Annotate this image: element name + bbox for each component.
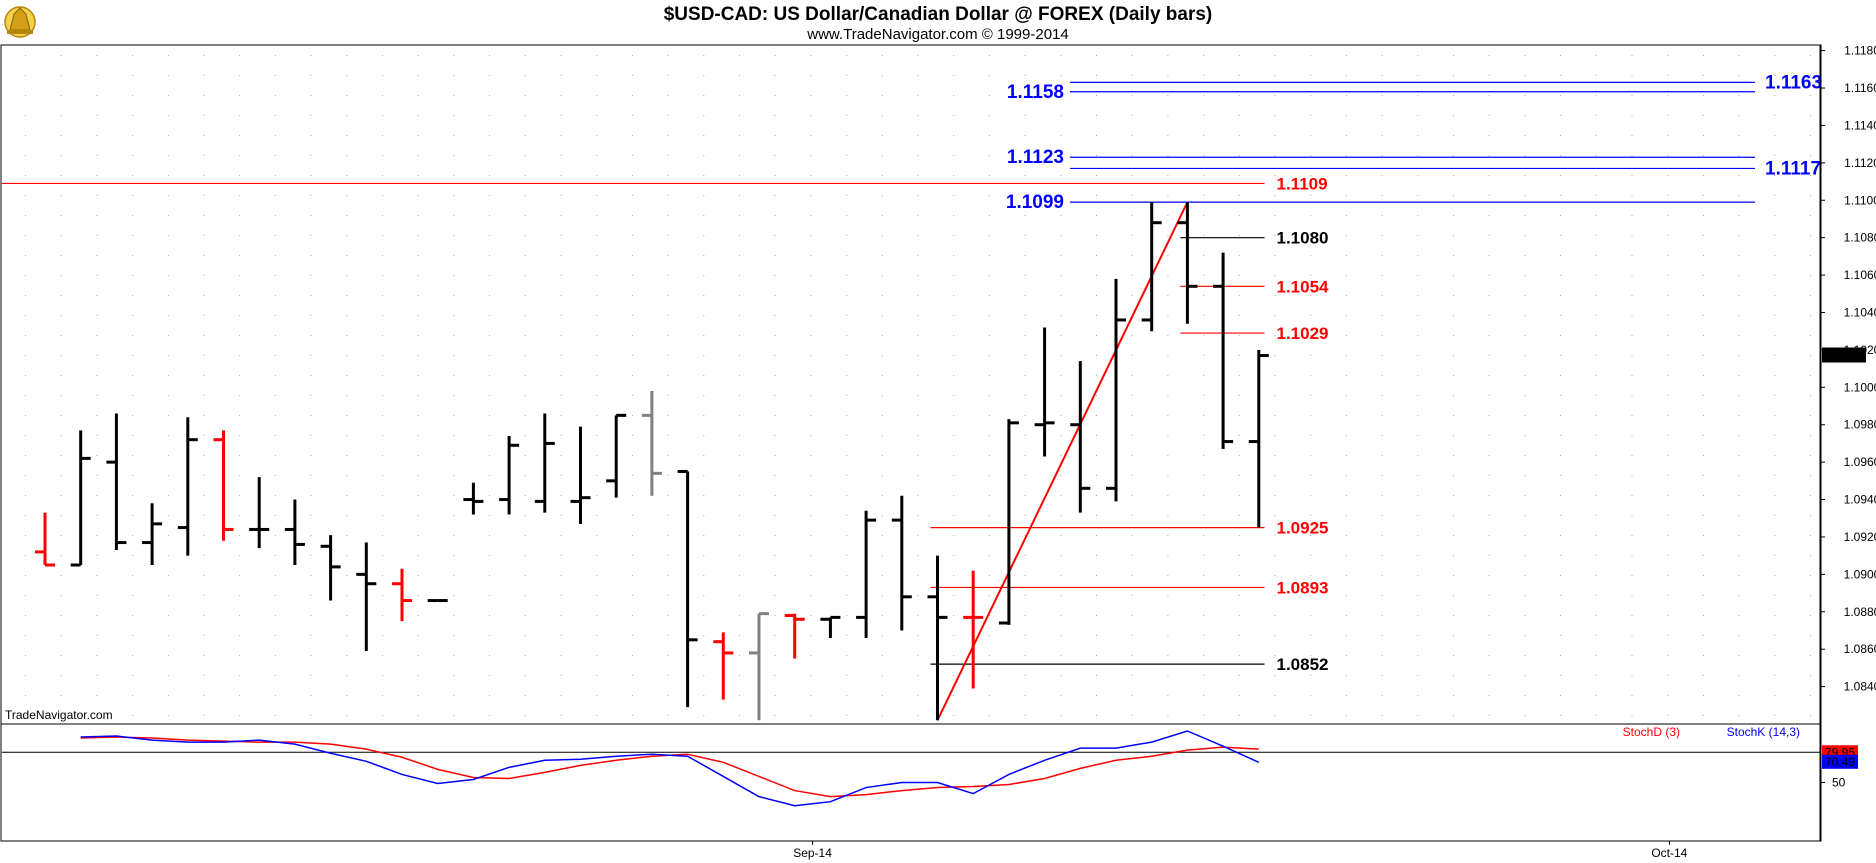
last-price-label: 1.1017	[1826, 349, 1863, 363]
ohlc-bar	[713, 632, 734, 700]
ohlc-bar	[570, 426, 591, 524]
ohlc-bar	[284, 499, 305, 566]
ohlc-bar	[177, 417, 198, 556]
stoch-legend-label: StochD (3)	[1623, 725, 1680, 739]
y-tick-label: 1.0880	[1844, 605, 1876, 619]
grid	[25, 55, 1811, 716]
ohlc-bar	[356, 542, 377, 652]
level-label: 1.1123	[1007, 147, 1064, 168]
y-tick-label: 1.0860	[1844, 642, 1876, 656]
ohlc-bar	[1177, 202, 1198, 324]
stoch-legend-label: StochK (14,3)	[1727, 725, 1800, 739]
level-label: 1.1158	[1007, 82, 1064, 103]
ohlc-bar	[927, 555, 948, 721]
ohlc-bar	[963, 570, 984, 689]
level-label: 1.1054	[1277, 277, 1330, 296]
x-tick-label: Oct-14	[1651, 846, 1687, 860]
ohlc-bar	[784, 613, 805, 659]
ohlc-bar	[1248, 349, 1269, 528]
ohlc-bar	[606, 413, 627, 498]
level-label: 1.1099	[1006, 192, 1064, 213]
stoch-k-value: 70.49	[1825, 755, 1855, 769]
y-tick-label: 1.1160	[1844, 81, 1876, 95]
x-axis: Sep-14 Oct-14	[793, 841, 1688, 860]
y-tick-label: 1.0900	[1844, 567, 1876, 581]
y-tick-label: 1.0920	[1844, 530, 1876, 544]
ohlc-bar	[534, 413, 555, 513]
ohlc-bar	[142, 503, 163, 566]
y-tick-label: 1.1120	[1844, 156, 1876, 170]
stoch-series-line	[80, 730, 1260, 807]
trendline-segment	[936, 201, 1189, 721]
ohlc-bar	[392, 568, 412, 622]
y-tick-label: 1.0840	[1844, 680, 1876, 694]
ohlc-bar	[499, 435, 520, 515]
y-tick-label: 1.1040	[1844, 305, 1876, 319]
y-tick-label: 1.1180	[1844, 44, 1876, 58]
ohlc-bar	[213, 430, 234, 541]
ohlc-bar	[1034, 327, 1055, 457]
level-label: 1.0925	[1277, 519, 1329, 538]
ohlc-bar	[463, 482, 484, 515]
ohlc-bar	[641, 391, 662, 496]
ohlc-bar	[1106, 278, 1126, 502]
ohlc-bar	[106, 413, 127, 551]
ohlc-bar	[749, 612, 769, 721]
y-tick-label: 1.0940	[1844, 493, 1876, 507]
ohlc-bar	[856, 510, 877, 638]
y-tick-label: 1.0960	[1844, 455, 1876, 469]
y-tick-label: 1.1000	[1844, 380, 1876, 394]
x-tick-label: Sep-14	[793, 846, 832, 860]
level-lines: 1.1163 1.1158 1.1123 1.1117 1.1109 1.1099 1.10…	[2, 72, 1822, 674]
level-label: 1.1117	[1765, 158, 1821, 179]
y-tick-label: 1.1080	[1844, 231, 1876, 245]
ohlc-bar	[998, 419, 1019, 625]
ohlc-bar	[70, 430, 91, 567]
stoch-tick-label: 50	[1832, 776, 1846, 790]
chart-subtitle: www.TradeNavigator.com © 1999-2014	[806, 26, 1068, 43]
chart-header: $USD-CAD: US Dollar/Canadian Dollar @ FO…	[4, 4, 1213, 43]
stoch-k-badge	[1822, 754, 1858, 769]
ohlc-bar	[820, 615, 841, 638]
y-axis: 1.0840 1.0860 1.0880 1.0900 1.0920 1.0940 1.09…	[1819, 44, 1876, 841]
ohlc-bar	[35, 512, 55, 567]
level-label: 1.1029	[1277, 324, 1329, 343]
last-price-badge	[1822, 347, 1866, 363]
ohlc-bar	[891, 495, 912, 631]
level-label: 1.1080	[1277, 229, 1329, 248]
ohlc-bar	[1213, 252, 1234, 450]
ohlc-bar	[249, 477, 270, 549]
level-label: 1.0893	[1277, 578, 1329, 597]
y-tick-label: 1.0980	[1844, 418, 1876, 432]
ohlc-bar	[1070, 361, 1091, 513]
ohlc-bars	[35, 202, 1269, 721]
tradenavigator-logo-icon	[4, 6, 36, 38]
y-tick-label: 1.1140	[1844, 118, 1876, 132]
level-label: 1.0852	[1277, 655, 1329, 674]
ohlc-bar	[320, 535, 341, 601]
watermark-text: TradeNavigator.com	[5, 708, 113, 722]
y-tick-label: 1.1060	[1844, 268, 1876, 282]
trendline	[936, 201, 1189, 721]
ohlc-bar	[1141, 202, 1162, 332]
level-label: 1.1109	[1277, 174, 1328, 193]
chart-title: $USD-CAD: US Dollar/Canadian Dollar @ FO…	[664, 4, 1213, 25]
ohlc-bar	[677, 469, 698, 708]
y-tick-label: 1.1100	[1844, 193, 1876, 207]
level-label: 1.1163	[1765, 72, 1822, 93]
